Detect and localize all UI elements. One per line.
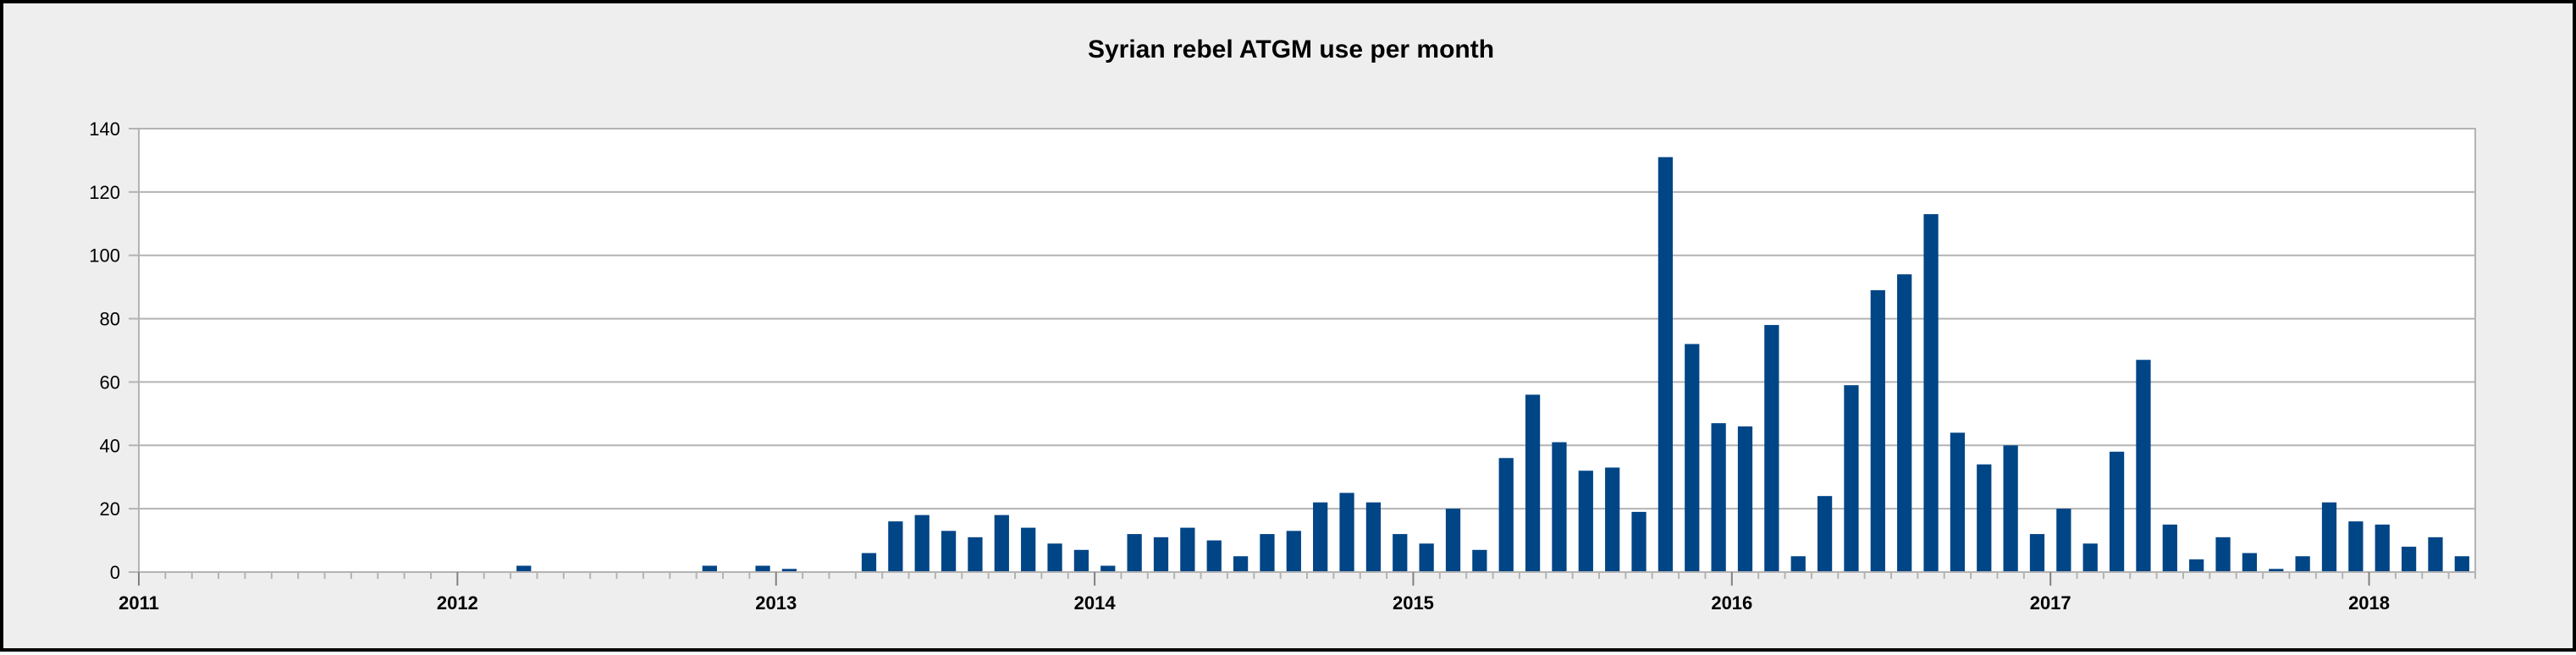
bar bbox=[755, 565, 770, 572]
bar bbox=[2348, 521, 2364, 572]
bar bbox=[1100, 565, 1116, 572]
bar bbox=[2003, 445, 2018, 572]
bar bbox=[2162, 524, 2177, 572]
x-tick-label: 2014 bbox=[1074, 592, 1117, 614]
bar bbox=[781, 569, 797, 572]
bar bbox=[2082, 543, 2098, 572]
bar bbox=[2056, 509, 2071, 572]
bars bbox=[516, 157, 2469, 573]
x-tick-label: 2015 bbox=[1393, 592, 1434, 614]
x-tick-label: 2011 bbox=[119, 592, 159, 614]
bar bbox=[1977, 464, 1992, 572]
bar bbox=[1658, 157, 1674, 572]
bar bbox=[1552, 442, 1567, 572]
bar bbox=[2401, 547, 2417, 572]
bar bbox=[1790, 556, 1806, 572]
bar bbox=[2136, 360, 2151, 572]
bar bbox=[994, 515, 1009, 572]
bar bbox=[914, 515, 929, 572]
y-tick-label: 80 bbox=[100, 309, 120, 330]
bar bbox=[1764, 325, 1779, 572]
bar bbox=[1339, 493, 1354, 572]
bar bbox=[1206, 540, 1222, 572]
bar bbox=[1923, 214, 1939, 573]
x-axis: 2011 2012 2013 2014 2015 2016 2017 2018 bbox=[119, 571, 2476, 614]
bar bbox=[2428, 537, 2443, 572]
x-tick-label: 2012 bbox=[437, 592, 478, 614]
bar bbox=[1021, 527, 1036, 572]
y-tick-label: 20 bbox=[100, 498, 120, 520]
bar bbox=[888, 521, 903, 572]
bar bbox=[1525, 394, 1541, 572]
bar bbox=[1047, 543, 1062, 572]
x-tick-label: 2017 bbox=[2030, 592, 2071, 614]
bar bbox=[2242, 553, 2258, 572]
bar bbox=[516, 565, 532, 572]
bar bbox=[1419, 543, 1434, 572]
bar bbox=[1445, 509, 1461, 572]
y-tick-label: 60 bbox=[100, 372, 120, 393]
bar bbox=[861, 553, 877, 572]
bar bbox=[1365, 502, 1382, 572]
bar bbox=[2321, 502, 2337, 572]
bar bbox=[1286, 531, 1301, 572]
bar bbox=[2375, 524, 2390, 572]
bar bbox=[1685, 344, 1700, 572]
bar bbox=[1817, 496, 1833, 572]
bar-chart: Syrian rebel ATGM use per month 0 20 40 60 8… bbox=[89, 36, 2476, 614]
bar bbox=[1950, 432, 1966, 572]
y-tick-label: 100 bbox=[89, 245, 120, 267]
bar bbox=[1472, 549, 1487, 572]
bar bbox=[1631, 511, 1647, 572]
bar bbox=[968, 537, 983, 572]
bar bbox=[2215, 537, 2231, 572]
x-tick-label: 2018 bbox=[2348, 592, 2390, 614]
bar bbox=[2454, 556, 2469, 572]
bar bbox=[940, 531, 957, 572]
bar bbox=[1711, 423, 1726, 572]
y-tick-label: 140 bbox=[89, 118, 120, 140]
bar bbox=[1605, 467, 1620, 572]
bar bbox=[1578, 471, 1593, 572]
y-tick-label: 0 bbox=[110, 562, 120, 583]
x-tick-label: 2013 bbox=[755, 592, 797, 614]
x-tick-label: 2016 bbox=[1711, 592, 1752, 614]
bar bbox=[2269, 569, 2284, 572]
chart-title: Syrian rebel ATGM use per month bbox=[1088, 36, 1494, 63]
bar bbox=[2295, 556, 2310, 572]
plot-area bbox=[138, 128, 2476, 573]
bar bbox=[1393, 534, 1408, 572]
bar bbox=[1233, 556, 1249, 572]
bar bbox=[2189, 559, 2204, 572]
bar bbox=[1313, 502, 1328, 572]
bar bbox=[2109, 451, 2125, 572]
bar bbox=[1127, 534, 1142, 572]
y-tick-label: 40 bbox=[100, 435, 120, 456]
bar bbox=[1844, 385, 1859, 572]
bar bbox=[1737, 426, 1753, 572]
y-axis-ticks: 0 20 40 60 80 100 120 140 bbox=[89, 118, 139, 583]
bar bbox=[1180, 527, 1195, 572]
bar bbox=[702, 565, 717, 572]
bar bbox=[1897, 274, 1912, 572]
bar bbox=[1073, 549, 1089, 572]
y-tick-label: 120 bbox=[89, 182, 120, 203]
bar bbox=[1260, 534, 1275, 572]
bar bbox=[1870, 289, 1885, 572]
bar bbox=[1153, 537, 1169, 572]
gridlines bbox=[139, 128, 2475, 573]
bar bbox=[1498, 458, 1514, 572]
bar bbox=[2029, 534, 2045, 572]
